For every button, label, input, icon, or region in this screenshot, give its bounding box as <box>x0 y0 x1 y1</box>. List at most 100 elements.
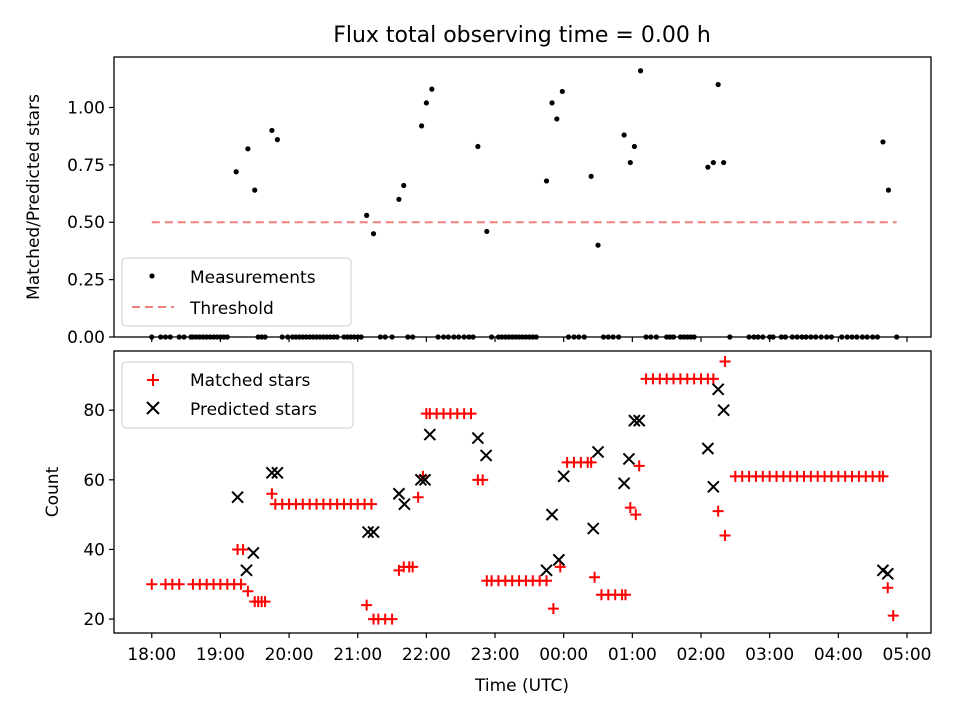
predicted-star-point <box>392 487 406 500</box>
matched-star-point <box>630 509 642 521</box>
predicted-star-point <box>247 546 260 560</box>
predicted-star-point <box>361 525 375 539</box>
x-tick-label: 00:00 <box>539 645 588 665</box>
matched-star-point <box>237 543 249 555</box>
predicted-star-point <box>717 403 730 417</box>
measurement-point <box>396 196 402 202</box>
measurement-point <box>715 81 721 88</box>
legend-measurements-marker <box>149 273 155 279</box>
x-tick-label: 23:00 <box>471 645 520 665</box>
x-tick-label: 21:00 <box>333 645 382 665</box>
measurement-point <box>475 143 481 150</box>
matched-star-point <box>624 502 636 514</box>
measurement-point <box>543 178 550 184</box>
predicted-star-point <box>265 466 279 480</box>
measurement-point <box>631 143 638 150</box>
predicted-star-point <box>881 567 894 581</box>
predicted-star-point <box>628 414 641 427</box>
measurement-point <box>588 173 594 179</box>
matched-star-point <box>712 505 724 517</box>
top-legend-box <box>121 257 352 327</box>
measurement-point <box>554 116 560 122</box>
top-y-tick-label: 0.75 <box>67 156 105 176</box>
measurement-point <box>880 139 886 145</box>
predicted-star-point <box>552 553 566 567</box>
matched-star-point <box>719 355 731 367</box>
predicted-star-point <box>701 442 715 455</box>
matched-star-point <box>412 491 424 503</box>
matched-star-point <box>547 603 559 615</box>
matched-star-point <box>541 575 553 587</box>
matched-star-point <box>719 530 731 542</box>
predicted-star-point <box>617 477 631 490</box>
measurement-point <box>364 212 370 218</box>
legend-predicted-marker <box>146 401 160 415</box>
x-tick-label: 22:00 <box>402 645 451 665</box>
matched-star-point <box>882 582 894 594</box>
measurement-point <box>423 100 429 106</box>
bottom-y-tick-label: 40 <box>83 540 105 560</box>
matched-star-point <box>633 460 645 472</box>
predicted-star-point <box>591 445 605 459</box>
top-y-tick-label: 0.00 <box>67 328 105 348</box>
bottom-plot-frame <box>113 350 932 634</box>
predicted-star-point <box>398 497 411 511</box>
matched-star-point <box>477 474 489 486</box>
top-y-tick-label: 0.50 <box>67 213 105 233</box>
legend-matched-marker <box>147 374 159 386</box>
matched-star-point <box>585 456 597 468</box>
measurement-point <box>595 242 601 248</box>
x-tick-label: 04:00 <box>814 645 863 665</box>
matched-star-point <box>619 589 631 601</box>
matched-star-point <box>589 571 601 583</box>
x-tick-label: 01:00 <box>608 645 657 665</box>
predicted-star-point <box>540 564 553 577</box>
legend-predicted-label: Predicted stars <box>190 400 317 420</box>
x-tick-label: 20:00 <box>265 645 314 665</box>
measurement-point <box>401 182 407 189</box>
matched-star-point <box>417 470 429 482</box>
bottom-y-tick-label: 20 <box>83 610 105 630</box>
matched-star-point <box>554 561 566 573</box>
measurement-point <box>269 127 275 134</box>
matched-star-point <box>259 596 271 608</box>
measurement-point <box>233 169 239 175</box>
legend-matched-label: Matched stars <box>190 371 310 391</box>
predicted-star-point <box>707 480 720 493</box>
matched-star-point <box>361 599 373 611</box>
x-tick-label: 19:00 <box>196 645 245 665</box>
measurement-point <box>274 137 280 143</box>
x-tick-label: 05:00 <box>882 645 931 665</box>
predicted-star-point <box>418 473 432 487</box>
predicted-star-point <box>271 466 284 480</box>
measurement-point <box>621 132 627 138</box>
legend-measurements-label: Measurements <box>190 268 316 288</box>
matched-star-point <box>386 613 398 625</box>
predicted-star-point <box>711 383 725 396</box>
predicted-star-point <box>622 452 636 466</box>
measurement-point <box>549 100 555 106</box>
x-tick-label: 02:00 <box>677 645 726 665</box>
matched-star-point <box>465 408 477 420</box>
measurement-point <box>559 88 565 95</box>
measurement-point <box>429 86 435 92</box>
measurement-point <box>710 159 716 166</box>
measurement-point <box>721 159 727 166</box>
measurement-point <box>885 187 892 193</box>
measurement-point <box>245 146 251 152</box>
predicted-star-point <box>479 449 493 462</box>
legend-threshold-label: Threshold <box>189 299 274 319</box>
bottom-y-tick-label: 80 <box>83 401 105 421</box>
predicted-star-point <box>545 508 559 521</box>
x-axis-label: Time (UTC) <box>474 676 569 696</box>
bottom-y-axis-label: Count <box>43 466 63 517</box>
x-tick-label: 18:00 <box>127 645 176 665</box>
predicted-star-point <box>423 428 437 441</box>
top-plot-frame <box>113 56 932 338</box>
matched-star-point <box>146 578 158 590</box>
matched-star-point <box>407 561 419 573</box>
matched-star-point <box>266 488 278 500</box>
measurement-point <box>627 159 633 166</box>
predicted-star-point <box>414 473 428 487</box>
